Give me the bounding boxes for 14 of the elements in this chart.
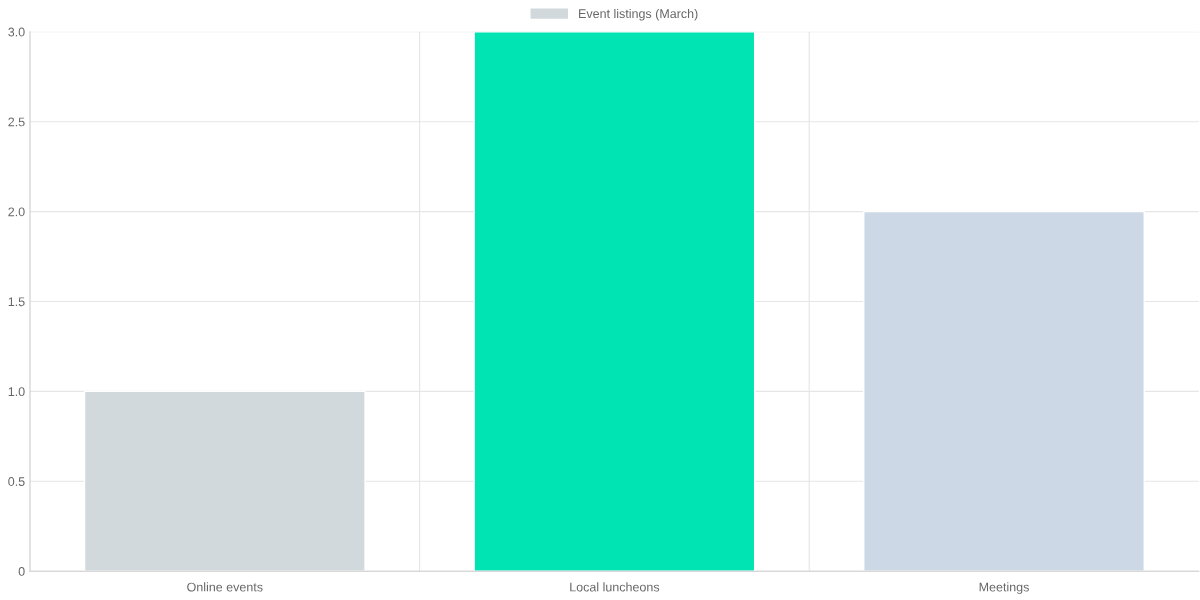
x-tick-label: Meetings bbox=[979, 582, 1029, 594]
y-tick-label: 1.0 bbox=[8, 387, 25, 397]
bar bbox=[863, 210, 1145, 572]
bar bbox=[83, 390, 366, 572]
y-tick-label: 1.5 bbox=[8, 297, 25, 307]
y-tick-label: 0 bbox=[18, 567, 25, 576]
x-tick-label: Online events bbox=[187, 582, 263, 592]
y-tick-label: 2.0 bbox=[8, 207, 25, 217]
y-tick-label: 2.5 bbox=[8, 117, 25, 127]
x-tick-label: Local luncheons bbox=[570, 582, 660, 592]
legend-label: Event listings (March) bbox=[579, 8, 698, 21]
bar bbox=[473, 31, 756, 572]
y-tick-label: 0.5 bbox=[8, 477, 25, 486]
y-tick-label: 3.0 bbox=[8, 27, 25, 37]
